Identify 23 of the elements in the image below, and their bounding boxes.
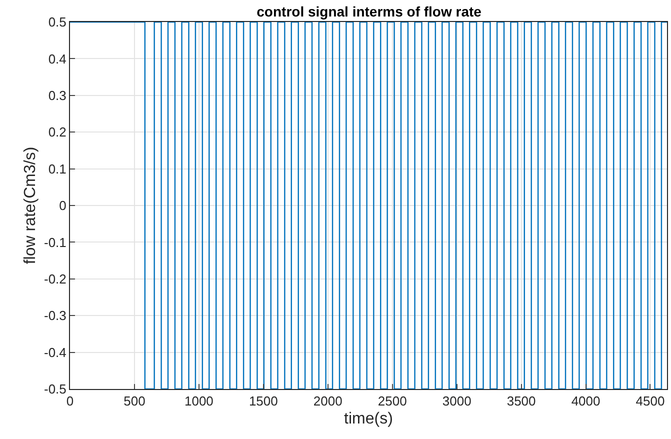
x-tick-label: 2000 [313,394,342,409]
chart-title: control signal interms of flow rate [256,3,482,20]
y-tick-label: 0.4 [48,51,66,66]
y-tick-label: -0.2 [44,271,66,286]
y-tick-label: 0.2 [48,124,66,140]
x-axis-title: time(s) [344,410,393,428]
x-tick-label: 2500 [378,394,407,409]
y-tick-label: 0.1 [48,161,66,176]
y-tick-label: 0 [59,198,66,214]
y-axis-title: flow rate(Cm3/s) [22,146,39,264]
y-tick-label: -0.1 [44,234,66,250]
y-tick-label: 0.5 [48,14,66,30]
x-tick-label: 4000 [571,394,600,409]
x-tick-label: 500 [124,394,146,409]
y-tick-label: -0.5 [44,382,66,397]
x-tick-label: 3000 [442,394,472,409]
y-tick-label: -0.3 [44,308,66,324]
x-tick-label: 1000 [184,394,214,409]
x-tick-label: 3500 [506,394,536,409]
x-tick-label: 1500 [248,394,278,409]
y-tick-label: 0.3 [48,88,66,103]
y-tick-label: -0.4 [44,344,66,360]
x-tick-label: 4500 [636,394,665,409]
